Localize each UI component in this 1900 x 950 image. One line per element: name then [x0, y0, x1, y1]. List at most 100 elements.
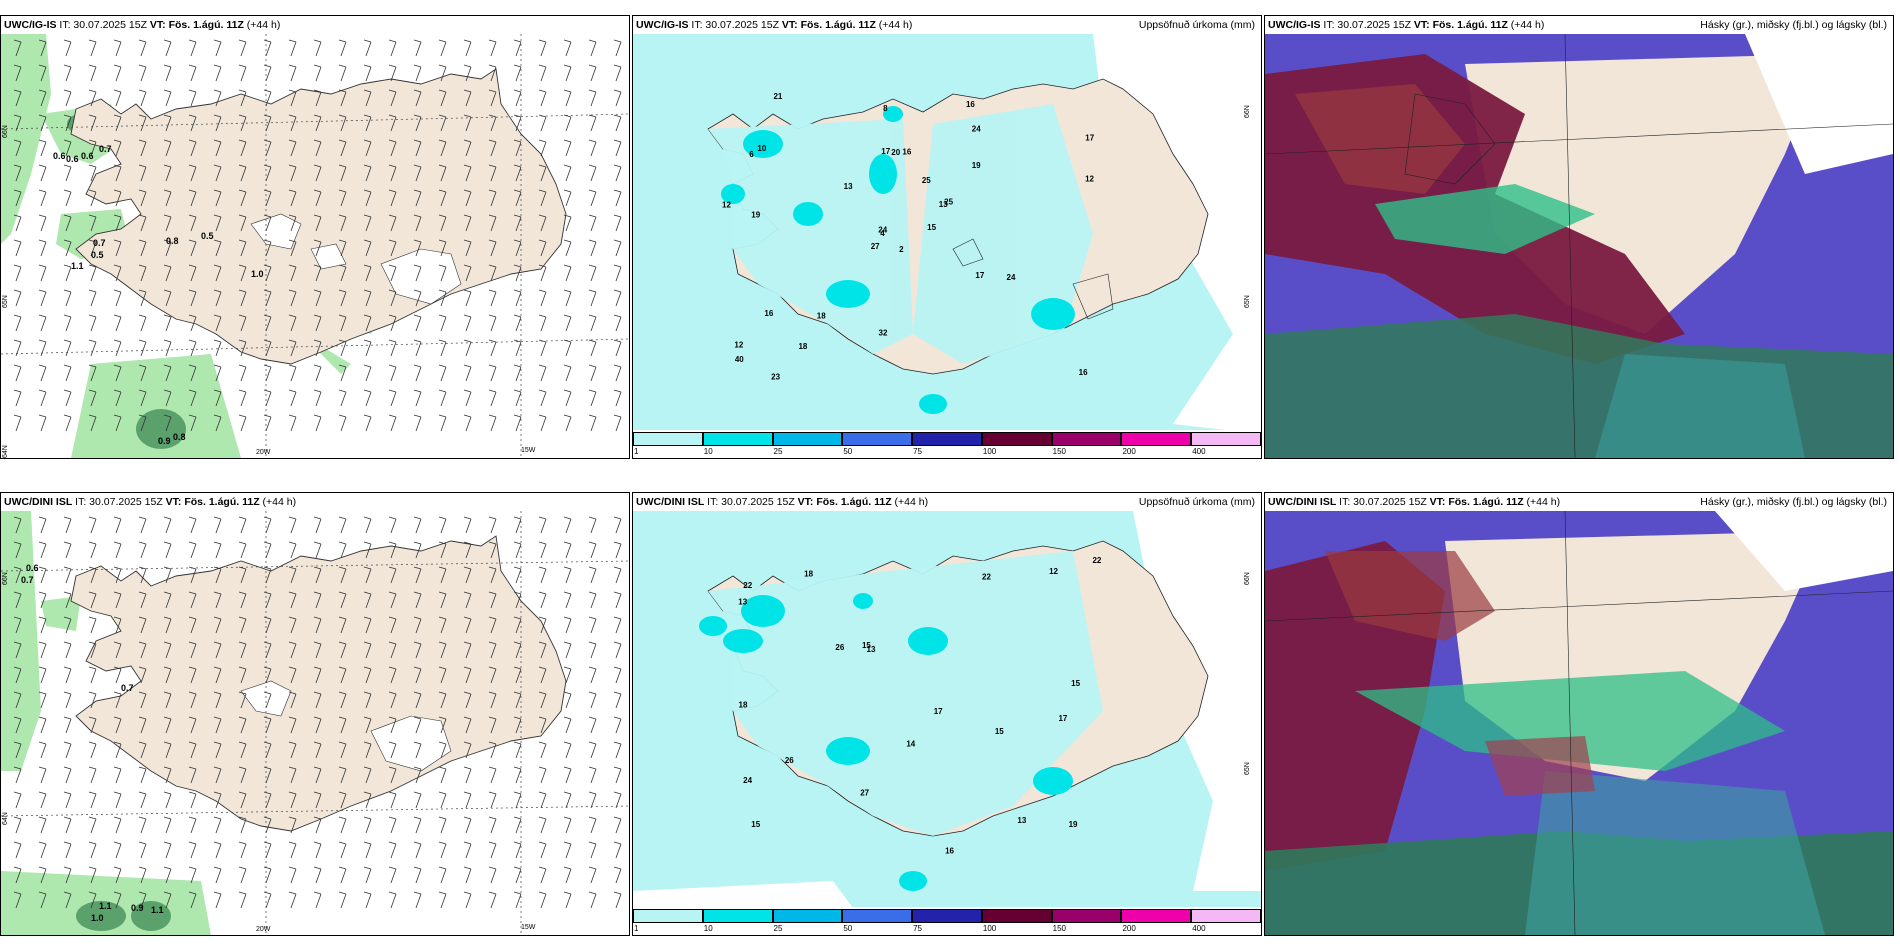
wind-barb-flag [38, 516, 47, 520]
wind-map[interactable]: 66N 64N 20W 15W 0.6 0.7 0.7 1.1 1.0 0.9 … [1, 511, 629, 935]
wind-barb-flag [213, 64, 222, 68]
wind-barb [340, 141, 347, 157]
wind-barb [490, 316, 497, 332]
wind-barb [540, 768, 547, 784]
wind-barb [215, 818, 222, 834]
wind-barb [590, 818, 597, 834]
wind-barb-flag [538, 766, 547, 770]
wind-barb [240, 341, 247, 357]
wind-barb [165, 643, 172, 659]
wind-barb [390, 643, 397, 659]
wind-barb-flag [313, 214, 322, 218]
wind-barb [415, 868, 422, 884]
wind-barb [190, 843, 197, 859]
wind-barb [615, 341, 622, 357]
wind-barb-flag [538, 816, 547, 820]
wind-barb-flag [38, 114, 47, 118]
wind-barb [365, 66, 372, 82]
wind-barb [140, 518, 147, 534]
wind-barb [90, 893, 97, 909]
valid-time: VT: Fös. 1.ágú. 11Z [1429, 496, 1524, 508]
wind-barb [240, 718, 247, 734]
wind-map[interactable]: 66N 65N 64N 20W 15W 0.6 0.6 0.6 0.7 0.7 … [1, 34, 629, 458]
model-name: UWC/DINI ISL [4, 496, 73, 508]
wind-barb-flag [488, 716, 497, 720]
wind-barb-flag [513, 239, 522, 243]
wind-barb-flag [288, 289, 297, 293]
wind-barb [265, 618, 272, 634]
wind-barb-flag [313, 264, 322, 268]
wind-barb-flag [413, 114, 422, 118]
wind-barb [265, 116, 272, 132]
wind-barb-flag [313, 516, 322, 520]
wind-barb [340, 643, 347, 659]
wind-barb-flag [538, 841, 547, 845]
wind-barb [240, 643, 247, 659]
wind-barb-flag [413, 591, 422, 595]
wind-barb [165, 316, 172, 332]
wind-barb [140, 593, 147, 609]
precip-map[interactable]: 66N 65N 15171518131324222616131822192715… [633, 511, 1261, 935]
wind-barb [365, 768, 372, 784]
wind-barb [190, 166, 197, 182]
wind-barb-flag [63, 866, 72, 870]
cloud-map[interactable] [1265, 511, 1893, 935]
wind-barb-flag [38, 339, 47, 343]
wind-barb-flag [88, 239, 97, 243]
wind-barb [415, 718, 422, 734]
precip-value: 27 [860, 789, 869, 798]
wind-barb-flag [538, 641, 547, 645]
wind-barb-flag [238, 64, 247, 68]
wind-barb-flag [113, 841, 122, 845]
wind-barb-flag [188, 39, 197, 43]
wind-barb [290, 518, 297, 534]
wind-barb [540, 66, 547, 82]
wind-barb-flag [163, 89, 172, 93]
wind-barb-flag [288, 364, 297, 368]
wind-barb-flag [563, 566, 572, 570]
wind-barb [590, 793, 597, 809]
wind-barb [615, 618, 622, 634]
wind-barb-flag [388, 64, 397, 68]
wind-barb [40, 141, 47, 157]
wind-barb-flag [188, 214, 197, 218]
wind-barb [265, 291, 272, 307]
wind-barb-flag [113, 641, 122, 645]
wind-barb-flag [163, 516, 172, 520]
wind-barb [390, 116, 397, 132]
wind-barb-flag [138, 666, 147, 670]
wind-barb [515, 768, 522, 784]
wind-barb [340, 618, 347, 634]
wind-barb [340, 568, 347, 584]
wind-barb-flag [213, 541, 222, 545]
wind-barb-flag [138, 641, 147, 645]
wind-barb-flag [513, 691, 522, 695]
wind-barb [465, 693, 472, 709]
wind-barb-flag [438, 139, 447, 143]
wind-barb-flag [613, 766, 622, 770]
gust-values: 0.6 0.6 0.6 0.7 0.7 0.5 0.8 0.5 1.1 1.0 … [53, 144, 264, 446]
wind-barb-flag [513, 866, 522, 870]
wind-barb [390, 568, 397, 584]
wind-barb [465, 66, 472, 82]
wind-barb [440, 818, 447, 834]
wind-barb [90, 693, 97, 709]
wind-barb-flag [63, 189, 72, 193]
wind-barb [140, 291, 147, 307]
wind-barb [265, 91, 272, 107]
wind-barb-flag [88, 741, 97, 745]
wind-barb [465, 366, 472, 382]
wind-barb-flag [163, 591, 172, 595]
wind-barb [165, 66, 172, 82]
colorbar-swatch [912, 909, 982, 923]
precip-map[interactable]: 66N 65N 26412131816162415211619172719231… [633, 34, 1261, 458]
wind-barb-flag [288, 239, 297, 243]
cloud-map[interactable] [1265, 34, 1893, 458]
wind-barb-flag [563, 841, 572, 845]
wind-barb [465, 668, 472, 684]
wind-barb [515, 868, 522, 884]
wind-barb [190, 141, 197, 157]
wind-barb [590, 41, 597, 57]
wind-barb-flag [613, 189, 622, 193]
wind-barb [590, 341, 597, 357]
